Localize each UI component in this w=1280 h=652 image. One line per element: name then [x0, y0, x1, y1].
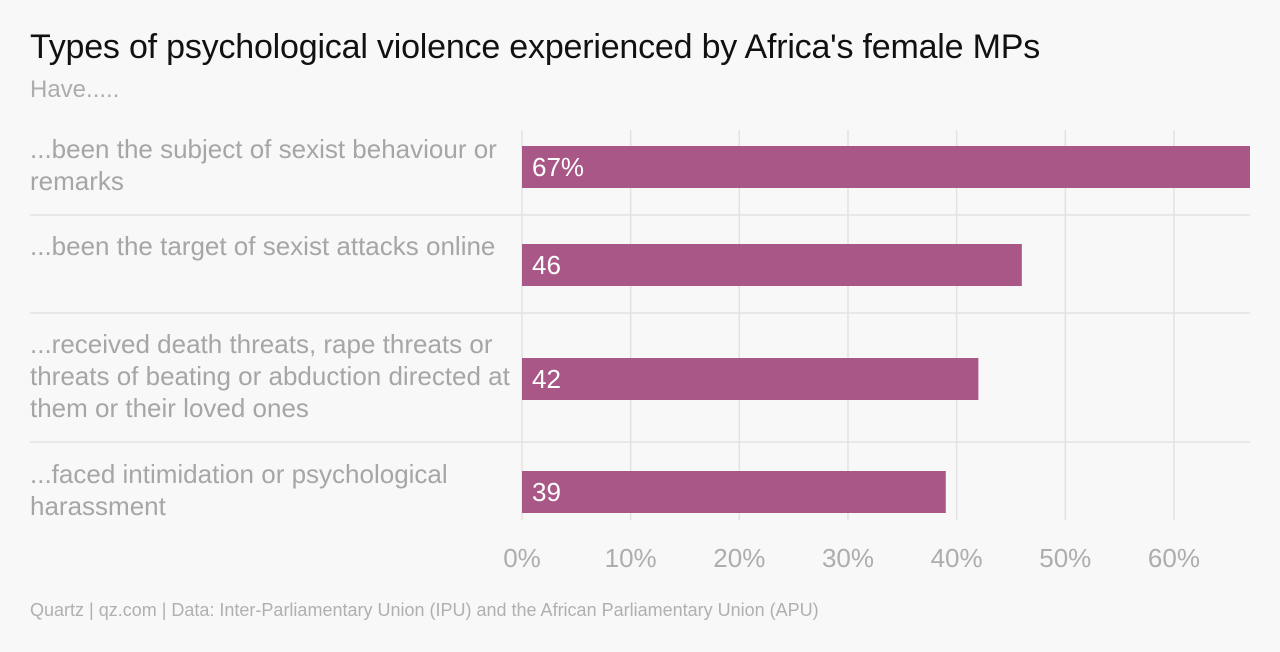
x-tick-label: 40% [931, 543, 983, 573]
chart-subtitle: Have..... [30, 76, 120, 103]
x-tick-label: 10% [605, 543, 657, 573]
source-footer: Quartz | qz.com | Data: Inter-Parliament… [30, 600, 819, 620]
category-label: ...faced intimidation or psychological h… [30, 459, 448, 521]
x-tick-label: 50% [1039, 543, 1091, 573]
bar [522, 146, 1250, 188]
category-label: ...received death threats, rape threats … [30, 329, 510, 423]
category-label: ...been the target of sexist attacks onl… [30, 231, 496, 261]
category-label: ...been the subject of sexist behaviour … [30, 134, 497, 196]
chart-title: Types of psychological violence experien… [30, 28, 1041, 66]
bar-chart: 67% 46 42 39 0% 10% 20% 30% 40% 50% 60% [30, 130, 1250, 573]
bar-value-label: 39 [532, 477, 561, 507]
x-tick-label: 20% [713, 543, 765, 573]
bar [522, 358, 979, 400]
bar-value-label: 67% [532, 152, 584, 182]
bar-value-label: 46 [532, 250, 561, 280]
x-tick-label: 60% [1148, 543, 1200, 573]
bar [522, 244, 1022, 286]
x-tick-label: 30% [822, 543, 874, 573]
x-tick-label: 0% [503, 543, 541, 573]
bar-value-label: 42 [532, 364, 561, 394]
bar [522, 471, 946, 513]
